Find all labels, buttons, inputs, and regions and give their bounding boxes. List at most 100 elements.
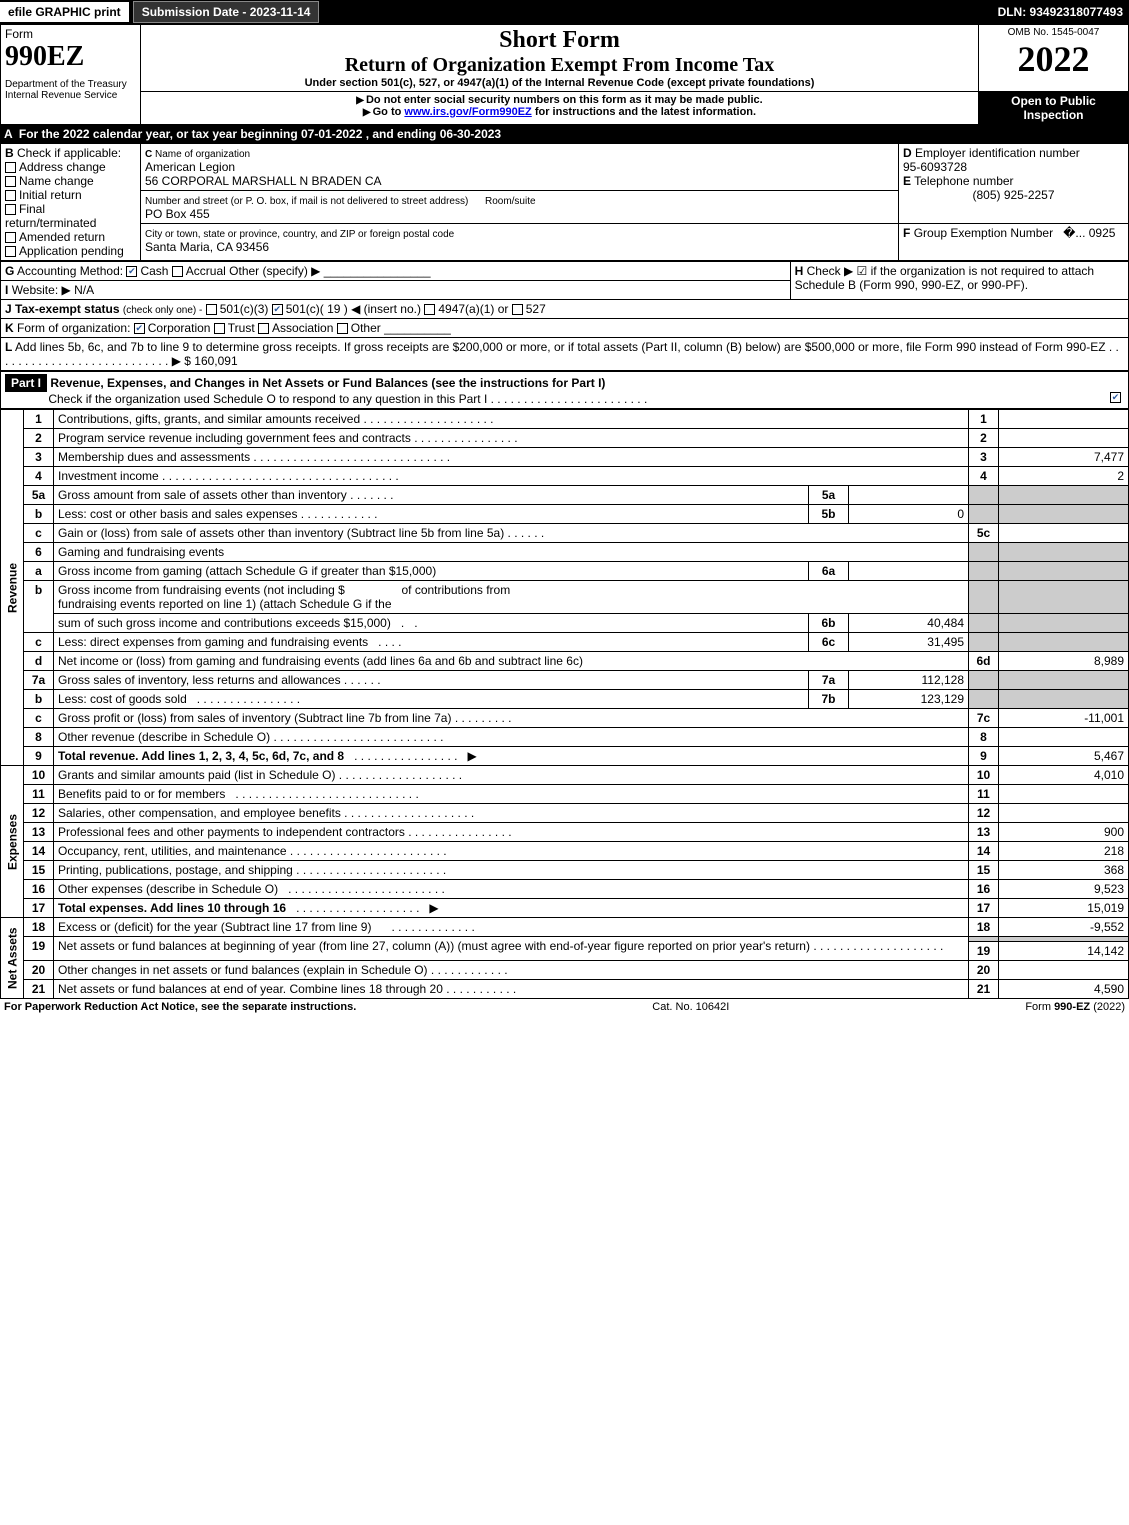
line-6c-greyval [999, 633, 1129, 652]
line-21-num: 21 [24, 980, 54, 999]
cb-amended-return[interactable] [5, 232, 16, 243]
line-14-text: Occupancy, rent, utilities, and maintena… [54, 842, 969, 861]
cb-accrual[interactable] [172, 266, 183, 277]
line-4-box: 4 [969, 467, 999, 486]
address: PO Box 455 [145, 207, 210, 221]
line-9-val: 5,467 [999, 747, 1129, 766]
ein: 95-6093728 [903, 160, 967, 174]
line-12-val [999, 804, 1129, 823]
line-21-val: 4,590 [999, 980, 1129, 999]
line-11-num: 11 [24, 785, 54, 804]
line-17-val: 15,019 [999, 899, 1129, 918]
lbl-association: Association [272, 321, 333, 335]
cb-501c3[interactable] [206, 304, 217, 315]
line-5a-subval [849, 486, 969, 505]
lbl-initial-return: Initial return [19, 188, 82, 202]
line-4-val: 2 [999, 467, 1129, 486]
line-5a-greybox [969, 486, 999, 505]
cb-trust[interactable] [214, 323, 225, 334]
part1-header: Part I Revenue, Expenses, and Changes in… [0, 371, 1129, 409]
open-to-public: Open to Public Inspection [979, 92, 1129, 125]
line-6b-text2: sum of such gross income and contributio… [54, 614, 809, 633]
line-8-val [999, 728, 1129, 747]
omb-number: OMB No. 1545-0047 [983, 27, 1124, 38]
revenue-sidebar: Revenue [1, 410, 24, 766]
line-6b-num: b [24, 581, 54, 633]
line-20-box: 20 [969, 961, 999, 980]
form-header: Form 990EZ Department of the Treasury In… [0, 24, 1129, 125]
line-6b-greyval1 [999, 581, 1129, 614]
irs-link[interactable]: www.irs.gov/Form990EZ [404, 106, 531, 118]
line-5c-num: c [24, 524, 54, 543]
line-7a-greyval [999, 671, 1129, 690]
line-9-num: 9 [24, 747, 54, 766]
cb-other-org[interactable] [337, 323, 348, 334]
line-20-text: Other changes in net assets or fund bala… [54, 961, 969, 980]
cb-527[interactable] [512, 304, 523, 315]
line-17-box: 17 [969, 899, 999, 918]
lbl-501c: 501(c)( 19 ) ◀ (insert no.) [286, 302, 421, 316]
line-12-num: 12 [24, 804, 54, 823]
line-2-box: 2 [969, 429, 999, 448]
line-16-val: 9,523 [999, 880, 1129, 899]
line-2-val [999, 429, 1129, 448]
lbl-check-one: (check only one) - [123, 305, 202, 316]
dln: DLN: 93492318077493 [998, 5, 1129, 19]
line-15-val: 368 [999, 861, 1129, 880]
efile-print-label[interactable]: efile GRAPHIC print [0, 2, 129, 22]
gross-receipts: $ 160,091 [184, 354, 237, 368]
cb-cash[interactable] [126, 266, 137, 277]
cb-name-change[interactable] [5, 176, 16, 187]
check-if-applicable: Check if applicable: [17, 146, 121, 160]
note-goto: Go to www.irs.gov/Form990EZ for instruct… [145, 106, 974, 118]
cb-association[interactable] [258, 323, 269, 334]
cb-schedule-o[interactable] [1110, 392, 1121, 403]
line-5c-text: Gain or (loss) from sale of assets other… [54, 524, 969, 543]
line-11-val [999, 785, 1129, 804]
line-7b-greybox [969, 690, 999, 709]
line-15-num: 15 [24, 861, 54, 880]
cb-initial-return[interactable] [5, 190, 16, 201]
line-6b-text1: Gross income from fundraising events (no… [54, 581, 969, 614]
line-6a-num: a [24, 562, 54, 581]
lbl-corporation: Corporation [148, 321, 211, 335]
line-7b-num: b [24, 690, 54, 709]
footer-left: For Paperwork Reduction Act Notice, see … [4, 1001, 356, 1013]
line-5a-sub: 5a [809, 486, 849, 505]
lbl-city: City or town, state or province, country… [145, 229, 454, 240]
line-3-box: 3 [969, 448, 999, 467]
line-6a-subval [849, 562, 969, 581]
cb-address-change[interactable] [5, 162, 16, 173]
line-3-num: 3 [24, 448, 54, 467]
line-6a-sub: 6a [809, 562, 849, 581]
line-12-text: Salaries, other compensation, and employ… [54, 804, 969, 823]
line-6b-subval: 40,484 [849, 614, 969, 633]
cb-final-return[interactable] [5, 204, 16, 215]
cb-application-pending[interactable] [5, 246, 16, 257]
line-6d-num: d [24, 652, 54, 671]
lbl-trust: Trust [228, 321, 255, 335]
lbl-room: Room/suite [485, 196, 536, 207]
line-5b-subval: 0 [849, 505, 969, 524]
line-8-num: 8 [24, 728, 54, 747]
line-6-greyval [999, 543, 1129, 562]
line-16-text: Other expenses (describe in Schedule O) … [54, 880, 969, 899]
lbl-ein: Employer identification number [915, 146, 1080, 160]
cb-4947[interactable] [424, 304, 435, 315]
entity-info: B Check if applicable: Address change Na… [0, 143, 1129, 261]
line-6-num: 6 [24, 543, 54, 562]
part1-title: Revenue, Expenses, and Changes in Net As… [50, 376, 605, 390]
line-10-text: Grants and similar amounts paid (list in… [54, 766, 969, 785]
line-6-text: Gaming and fundraising events [54, 543, 969, 562]
cb-corporation[interactable] [134, 323, 145, 334]
line-13-box: 13 [969, 823, 999, 842]
subtitle: Under section 501(c), 527, or 4947(a)(1)… [145, 77, 974, 89]
netassets-sidebar: Net Assets [1, 918, 24, 999]
line-7a-text: Gross sales of inventory, less returns a… [54, 671, 809, 690]
line-19-num: 19 [24, 937, 54, 961]
line-15-box: 15 [969, 861, 999, 880]
line-21-text: Net assets or fund balances at end of ye… [54, 980, 969, 999]
phone: (805) 925-2257 [903, 188, 1124, 202]
lbl-other-org: Other [351, 321, 381, 335]
cb-501c[interactable] [272, 304, 283, 315]
